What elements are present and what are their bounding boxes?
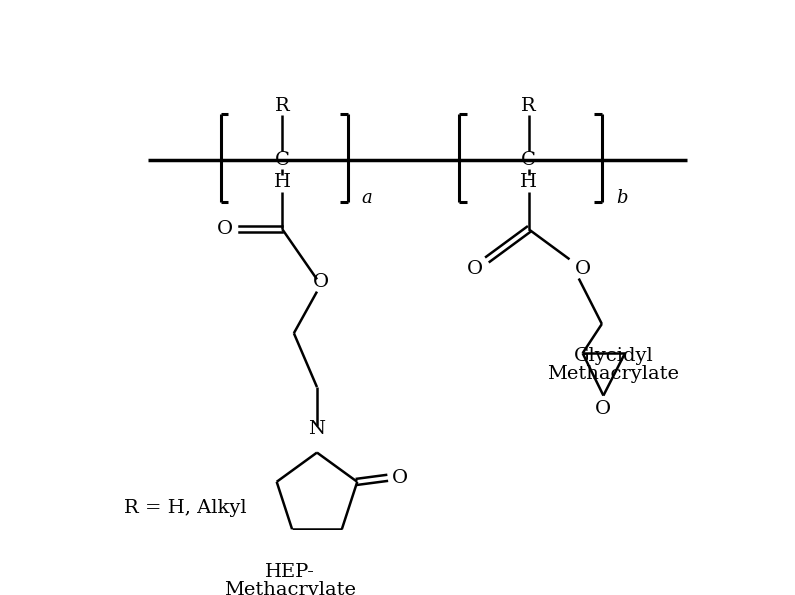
Text: H: H — [520, 173, 537, 190]
Text: C: C — [522, 151, 536, 169]
Text: O: O — [312, 273, 329, 290]
Text: Methacrylate: Methacrylate — [548, 365, 680, 383]
Text: O: O — [575, 259, 591, 277]
Text: H: H — [273, 173, 291, 190]
Text: O: O — [392, 469, 409, 487]
Text: Methacrylate: Methacrylate — [224, 581, 356, 595]
Text: a: a — [362, 189, 372, 208]
Text: R: R — [522, 97, 536, 115]
Text: R = H, Alkyl: R = H, Alkyl — [125, 499, 247, 517]
Text: HEP-: HEP- — [265, 563, 315, 581]
Text: O: O — [467, 259, 483, 277]
Text: O: O — [217, 220, 234, 238]
Text: Glycidyl: Glycidyl — [573, 347, 653, 365]
Text: O: O — [595, 400, 611, 418]
Text: C: C — [275, 151, 289, 169]
Text: b: b — [615, 189, 627, 208]
Text: N: N — [308, 419, 325, 438]
Text: R: R — [275, 97, 289, 115]
